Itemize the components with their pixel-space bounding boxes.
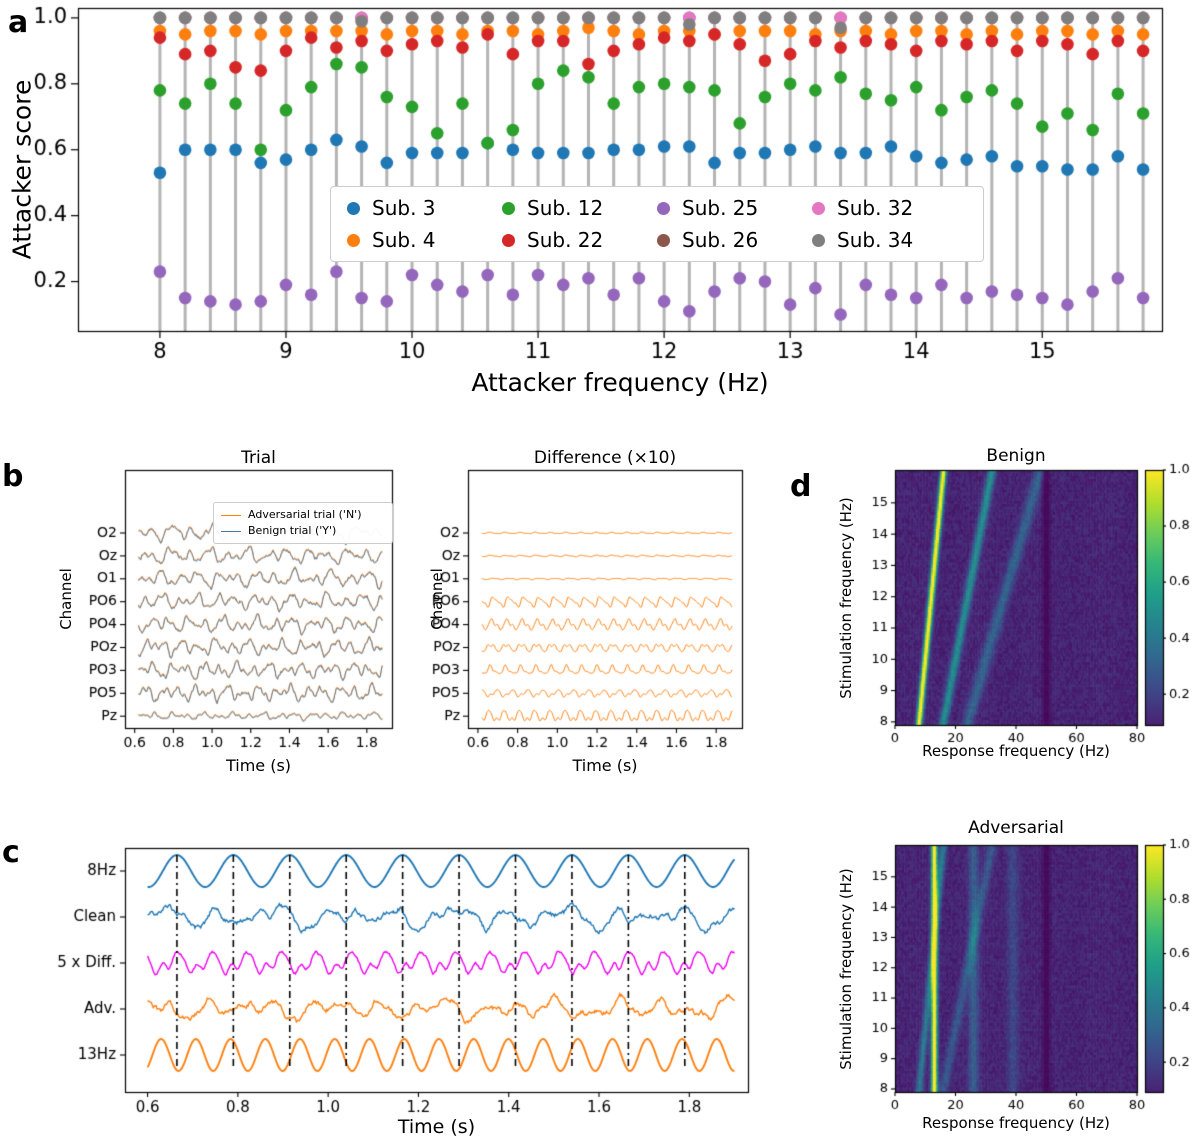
panel-b-letter: b <box>2 459 24 494</box>
legend-marker-icon <box>347 233 360 247</box>
adversarial-heatmap-title: Adversarial <box>968 818 1064 838</box>
legend-marker-icon <box>657 201 670 215</box>
legend-label: Sub. 26 <box>682 228 759 252</box>
legend-entry-sub-12: Sub. 12 <box>502 196 657 220</box>
legend-entry-sub-22: Sub. 22 <box>502 228 657 252</box>
legend-entry-sub-4: Sub. 4 <box>347 228 502 252</box>
panel-a-legend: Sub. 3 Sub. 12 Sub. 25 Sub. 32 Sub. 4 Sub. 22… <box>330 186 984 262</box>
legend-label: Benign trial ('Y') <box>248 524 337 537</box>
panel-b-difference-xlabel: Time (s) <box>572 756 638 775</box>
panel-c-waveform-chart <box>0 840 780 1140</box>
panel-b-legend: Adversarial trial ('N') Benign trial ('Y… <box>213 502 393 544</box>
legend-marker-icon <box>502 201 515 215</box>
legend-label: Sub. 3 <box>372 196 436 220</box>
panel-d-adversarial-heatmap <box>780 822 1200 1146</box>
legend-label: Sub. 32 <box>837 196 914 220</box>
legend-entry-sub-26: Sub. 26 <box>657 228 812 252</box>
benign-heatmap-ylabel: Stimulation frequency (Hz) <box>837 497 855 699</box>
benign-heatmap-title: Benign <box>986 446 1046 466</box>
adversarial-heatmap-ylabel: Stimulation frequency (Hz) <box>837 868 855 1070</box>
legend-marker-icon <box>502 233 515 247</box>
legend-marker-icon <box>812 233 825 247</box>
panel-b-difference-ylabel: Channel <box>428 568 446 630</box>
legend-marker-icon <box>812 201 825 215</box>
legend-label: Adversarial trial ('N') <box>248 508 362 521</box>
panel-d-benign-heatmap <box>780 450 1200 770</box>
benign-heatmap-xlabel: Response frequency (Hz) <box>922 742 1110 760</box>
panel-c-letter: c <box>2 835 20 870</box>
panel-a-letter: a <box>8 5 29 40</box>
legend-entry-sub-3: Sub. 3 <box>347 196 502 220</box>
panel-a-xlabel: Attacker frequency (Hz) <box>471 368 769 397</box>
panel-b-trial-ylabel: Channel <box>57 568 75 630</box>
legend-entry-sub-25: Sub. 25 <box>657 196 812 220</box>
legend-label: Sub. 12 <box>527 196 604 220</box>
legend-marker-icon <box>657 233 670 247</box>
benign-line-swatch <box>221 530 241 532</box>
legend-marker-icon <box>347 201 360 215</box>
legend-entry-sub-34: Sub. 34 <box>812 228 967 252</box>
adversarial-line-swatch <box>221 514 241 516</box>
panel-b-trial-xlabel: Time (s) <box>225 756 292 775</box>
legend-entry-benign-trial: Benign trial ('Y') <box>221 523 385 539</box>
legend-label: Sub. 25 <box>682 196 759 220</box>
panel-b-difference-title: Difference (×10) <box>533 448 677 468</box>
legend-entry-sub-32: Sub. 32 <box>812 196 967 220</box>
panel-a-ylabel: Attacker score <box>7 79 37 260</box>
panel-b-eeg-charts <box>0 450 780 780</box>
panel-b-trial-title: Trial <box>241 448 276 468</box>
legend-label: Sub. 22 <box>527 228 604 252</box>
adversarial-heatmap-xlabel: Response frequency (Hz) <box>922 1114 1110 1132</box>
legend-label: Sub. 4 <box>372 228 436 252</box>
legend-entry-adversarial-trial: Adversarial trial ('N') <box>221 507 385 523</box>
panel-d-letter: d <box>790 469 812 504</box>
legend-label: Sub. 34 <box>837 228 914 252</box>
panel-c-xlabel: Time (s) <box>397 1116 476 1138</box>
